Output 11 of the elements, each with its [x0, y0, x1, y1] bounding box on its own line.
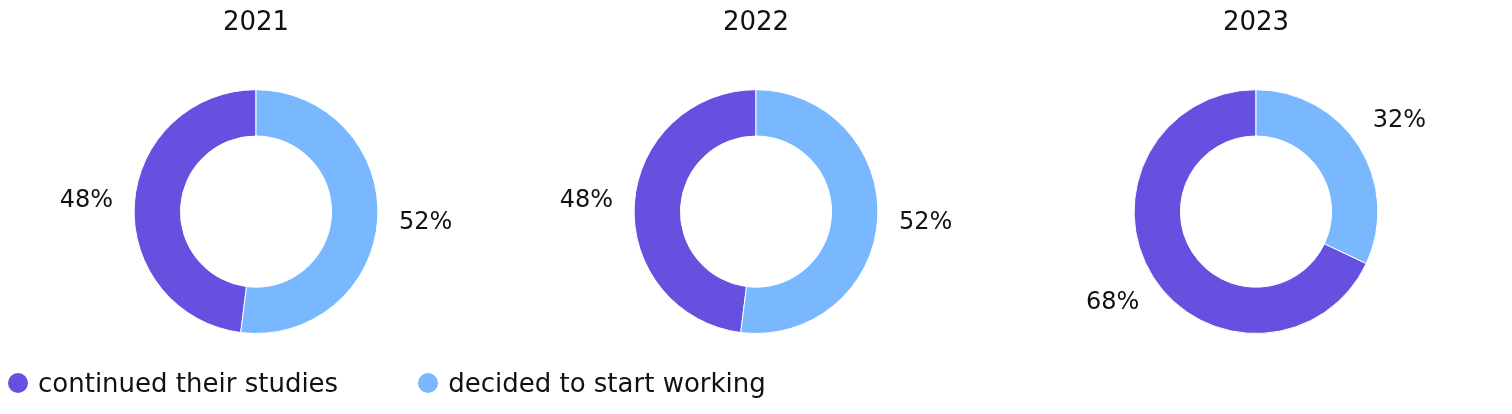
legend-label: decided to start working: [448, 368, 766, 398]
data-label: 52%: [398, 206, 453, 235]
legend-label: continued their studies: [38, 368, 339, 398]
data-label: 52%: [898, 206, 953, 235]
data-label: 68%: [1085, 286, 1140, 315]
chart-title: 2022: [722, 6, 790, 37]
data-label: 48%: [559, 185, 614, 214]
data-label: 32%: [1372, 104, 1427, 133]
chart-title: 2021: [222, 6, 290, 37]
data-label: 48%: [59, 185, 114, 214]
chart-title: 2023: [1222, 6, 1290, 37]
